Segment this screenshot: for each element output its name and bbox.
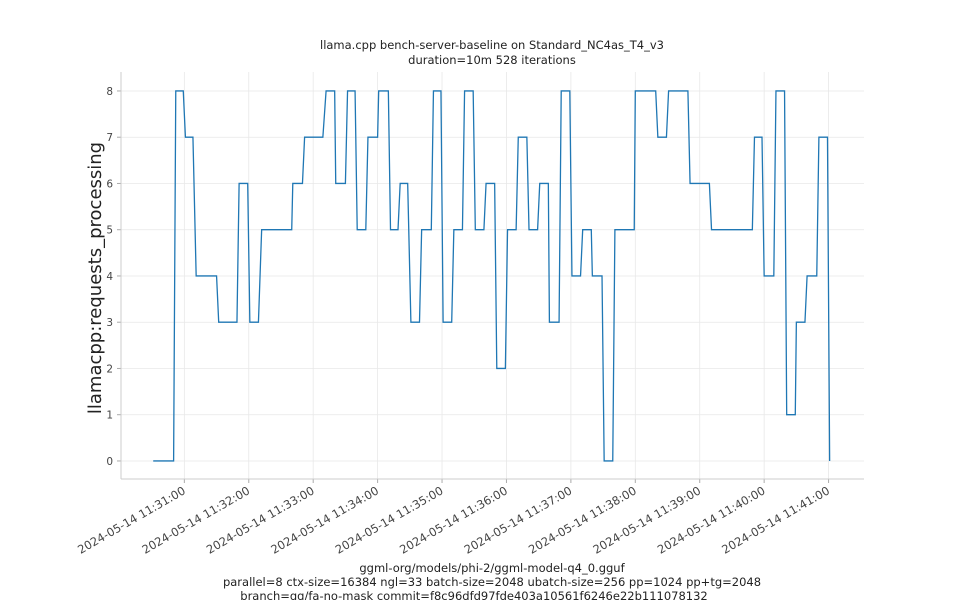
y-tick-label: 6 [106,178,113,190]
chart-title: llama.cpp bench-server-baseline on Stand… [320,38,664,52]
x-tick-label: 2024-05-14 11:35:00 [333,483,446,556]
y-tick-label: 7 [106,132,113,144]
y-tick-label: 8 [106,86,113,98]
x-tick-label: 2024-05-14 11:32:00 [139,483,252,556]
x-tick-label: 2024-05-14 11:36:00 [397,483,510,556]
chart-subtitle: duration=10m 528 iterations [408,53,576,67]
x-tick-label: 2024-05-14 11:33:00 [204,483,317,556]
x-axis-label: branch=gg/fa-no-mask commit=f8c96dfd97fd… [240,589,707,600]
y-tick-label: 2 [106,363,113,375]
y-tick-label: 3 [106,317,113,329]
x-tick-label: 2024-05-14 11:34:00 [268,483,381,556]
x-tick-label: 2024-05-14 11:41:00 [719,483,832,556]
y-tick-label: 1 [106,410,113,422]
x-tick-label: 2024-05-14 11:40:00 [655,483,768,556]
x-axis-label: ggml-org/models/phi-2/ggml-model-q4_0.gg… [359,561,625,575]
y-tick-label: 5 [106,225,113,237]
x-tick-label: 2024-05-14 11:37:00 [462,483,575,556]
x-axis-label: parallel=8 ctx-size=16384 ngl=33 batch-s… [223,575,761,589]
x-tick-label: 2024-05-14 11:38:00 [526,483,639,556]
series-line [153,90,831,462]
y-tick-label: 0 [106,456,113,468]
x-tick-label: 2024-05-14 11:39:00 [590,483,703,556]
y-axis-label: llamacpp:requests_processing [85,142,106,414]
y-tick-label: 4 [106,271,113,283]
x-tick-label: 2024-05-14 11:31:00 [75,483,188,556]
